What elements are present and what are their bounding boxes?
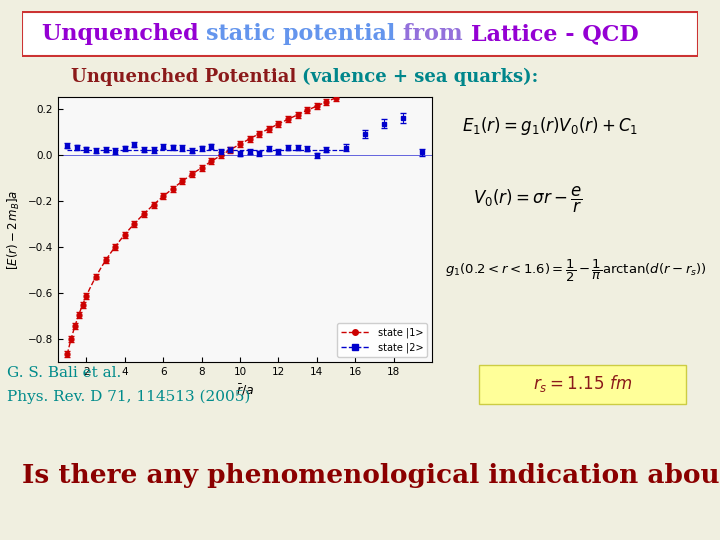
Text: $g_1(0.2 < r < 1.6) = \dfrac{1}{2} - \dfrac{1}{\pi}\arctan(d(r-r_s))$: $g_1(0.2 < r < 1.6) = \dfrac{1}{2} - \df… [445, 258, 707, 284]
X-axis label: $\bar{r}/a$: $\bar{r}/a$ [235, 382, 254, 398]
Text: $E_1(r) = g_1(r)V_0(r) + C_1$: $E_1(r) = g_1(r)V_0(r) + C_1$ [462, 114, 638, 137]
Y-axis label: $[E(r) - 2\,m_B]a$: $[E(r) - 2\,m_B]a$ [6, 190, 22, 269]
Text: $r_s = 1.15 \ fm$: $r_s = 1.15 \ fm$ [533, 373, 632, 394]
Text: G. S. Bali et al.: G. S. Bali et al. [7, 366, 122, 380]
Text: from: from [403, 23, 471, 45]
FancyBboxPatch shape [22, 12, 698, 56]
Text: Is there any phenomenological indication about: Is there any phenomenological indication… [22, 463, 720, 488]
Text: Unquenched: Unquenched [42, 23, 206, 45]
Legend: state |1>, state |2>: state |1>, state |2> [337, 323, 427, 357]
FancyBboxPatch shape [479, 365, 686, 404]
Text: Unquenched Potential: Unquenched Potential [71, 68, 302, 86]
Text: Phys. Rev. D 71, 114513 (2005): Phys. Rev. D 71, 114513 (2005) [7, 390, 251, 404]
Text: Lattice - QCD: Lattice - QCD [471, 23, 638, 45]
Text: static potential: static potential [206, 23, 403, 45]
Text: $V_0(r) = \sigma r - \dfrac{e}{r}$: $V_0(r) = \sigma r - \dfrac{e}{r}$ [473, 185, 582, 215]
Text: (valence + sea quarks):: (valence + sea quarks): [302, 68, 539, 86]
